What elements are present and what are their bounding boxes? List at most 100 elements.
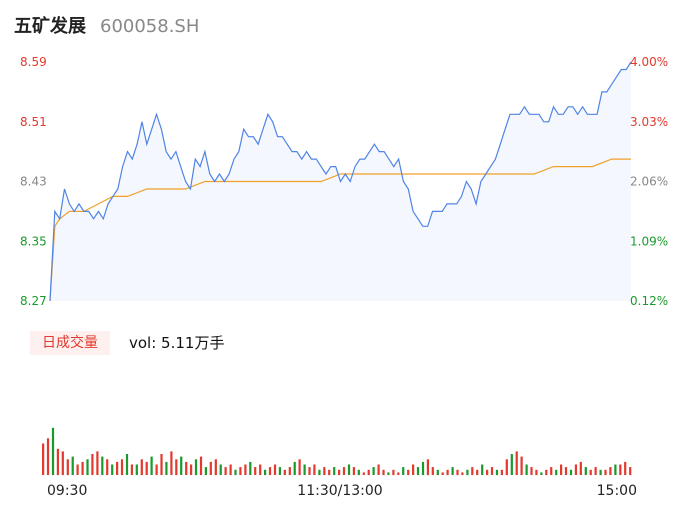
volume-bar	[120, 459, 124, 476]
volume-bar	[204, 467, 208, 475]
volume-bar	[481, 464, 484, 475]
volume-bar	[629, 467, 632, 475]
stock-name: 五矿发展	[14, 16, 86, 37]
volume-bar	[579, 461, 582, 475]
volume-bar	[259, 464, 262, 475]
volume-bar	[111, 464, 114, 475]
volume-bar	[71, 456, 74, 475]
y-tick-left: 8.51	[20, 115, 47, 129]
volume-bar	[500, 469, 504, 476]
x-tick: 09:30	[47, 483, 87, 499]
volume-bar	[510, 454, 513, 475]
volume-bar	[106, 459, 109, 476]
volume-bar	[101, 456, 104, 475]
volume-bar	[599, 469, 602, 476]
volume-bar	[155, 464, 158, 475]
volume-bar	[298, 459, 301, 476]
volume-bar	[328, 469, 331, 476]
volume-bar	[194, 459, 198, 476]
volume-bar	[471, 467, 474, 475]
volume-bar	[530, 467, 533, 475]
y-tick-right: 4.00%	[630, 55, 668, 69]
volume-bar	[264, 469, 267, 476]
volume-bar	[624, 461, 627, 475]
volume-tag: 日成交量	[30, 331, 110, 355]
volume-bar	[584, 467, 587, 475]
volume-bar	[604, 469, 607, 476]
volume-bar	[505, 459, 508, 476]
volume-bar	[446, 469, 449, 476]
volume-bar	[550, 467, 553, 475]
volume-bar	[451, 467, 454, 475]
volume-bar	[160, 454, 163, 475]
y-axis-right-percent: 4.00% 3.03% 2.06% 1.09% 0.12%	[630, 55, 668, 308]
volume-bar	[564, 467, 568, 475]
x-tick: 15:00	[597, 483, 637, 499]
volume-bar	[421, 461, 425, 475]
volume-bar	[86, 459, 89, 476]
volume-bar	[416, 467, 420, 475]
volume-bar	[387, 472, 390, 475]
volume-bar	[91, 454, 94, 475]
volume-bar	[278, 467, 282, 475]
volume-bar	[81, 461, 84, 475]
volume-bar	[426, 459, 430, 476]
volume-bar	[614, 464, 617, 475]
volume-bar	[609, 467, 612, 475]
volume-bar	[407, 469, 410, 476]
volume-bar	[140, 459, 143, 476]
price-line-path	[49, 61, 632, 302]
volume-bar	[165, 461, 168, 475]
volume-bar	[347, 464, 351, 475]
volume-bar	[486, 469, 489, 476]
volume-bar	[224, 467, 227, 475]
volume-bar	[333, 467, 336, 475]
volume-bar	[456, 469, 459, 476]
volume-bar	[560, 464, 563, 475]
average-line-path	[49, 158, 631, 302]
volume-bar	[209, 461, 212, 475]
volume-bar	[367, 469, 370, 476]
volume-bar	[569, 469, 573, 476]
volume-bar	[476, 469, 479, 476]
volume-bar	[303, 464, 306, 475]
volume-bar	[515, 451, 518, 475]
volume-bar	[313, 464, 316, 475]
volume-bar	[540, 472, 543, 475]
volume-bar	[249, 461, 252, 475]
volume-bar	[397, 472, 400, 475]
volume-bar	[96, 451, 99, 475]
volume-bar	[357, 469, 360, 476]
volume-bar	[175, 459, 178, 476]
volume-bar	[288, 467, 291, 475]
volume-bar	[362, 472, 365, 475]
y-tick-left: 8.43	[20, 175, 47, 189]
volume-bar	[535, 469, 538, 476]
volume-bar	[412, 464, 415, 475]
volume-bar	[145, 461, 148, 475]
volume-bar	[323, 467, 326, 475]
volume-bar	[372, 467, 375, 475]
volume-bar	[318, 469, 321, 476]
volume-bar	[66, 459, 69, 476]
volume-bar	[308, 467, 311, 475]
volume-bar	[461, 472, 464, 475]
volume-bar	[219, 464, 222, 475]
volume-bar	[293, 461, 296, 475]
volume-bar	[116, 461, 119, 475]
volume-bar	[214, 459, 217, 476]
volume-bar	[436, 469, 439, 476]
volume-bar	[46, 438, 50, 476]
volume-bar	[239, 467, 242, 475]
y-tick-right: 0.12%	[630, 294, 668, 308]
volume-bars	[42, 427, 632, 476]
volume-bar	[466, 469, 469, 476]
volume-bar	[244, 464, 247, 475]
volume-bar	[441, 472, 444, 475]
volume-bar	[199, 456, 203, 475]
volume-bar	[402, 467, 405, 475]
volume-bar	[594, 467, 597, 475]
volume-bar	[338, 469, 341, 476]
price-line	[49, 61, 632, 302]
volume-bar	[150, 456, 153, 475]
